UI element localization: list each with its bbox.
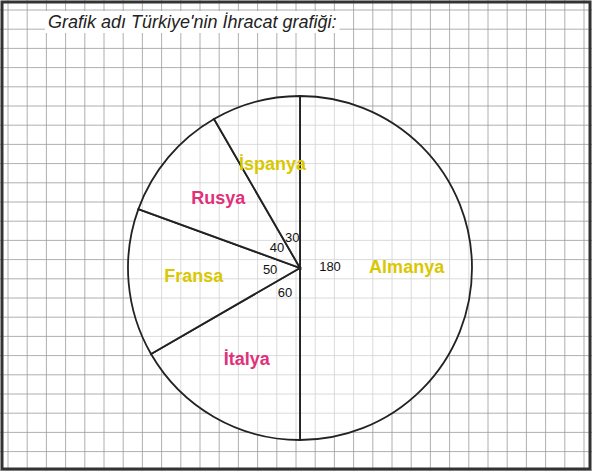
title-background [45, 11, 340, 33]
data-label: 40 [270, 240, 284, 255]
paper-line [104, 0, 105, 471]
paper-line [0, 67, 592, 68]
pie-slice [300, 96, 472, 440]
paper-line [123, 0, 124, 471]
slice-label: Almanya [369, 257, 445, 277]
data-label: 60 [278, 285, 292, 300]
slice-label: Fransa [164, 266, 224, 286]
pie-slice [214, 96, 300, 268]
title: Grafik adı Türkiye'nin İhracat grafiği: [48, 12, 337, 32]
slice-label: Rusya [191, 188, 246, 208]
data-label: 180 [319, 259, 341, 274]
background [0, 0, 592, 471]
paper-line [488, 0, 489, 471]
data-label: 50 [263, 262, 277, 277]
paper-line [65, 0, 66, 471]
paper-line [8, 0, 9, 471]
paper-line [84, 0, 85, 471]
pie: Almanya İtalya Fransa Rusya İspanya 180 6050 40… [128, 96, 472, 440]
paper-line [526, 0, 527, 471]
paper-line [27, 0, 28, 471]
grid-paper [0, 0, 592, 471]
paper-line [564, 0, 565, 471]
paper-line [0, 10, 592, 11]
paper-line [584, 0, 585, 471]
paper-line [0, 48, 592, 49]
paper-line [545, 0, 546, 471]
slice-label: İtalya [224, 349, 271, 369]
paper-line [507, 0, 508, 471]
frame [2, 2, 590, 469]
chart: Grafik adı Türkiye'nin İhracat grafiği: A… [0, 0, 592, 471]
paper-line [46, 0, 47, 471]
data-label: 30 [285, 230, 299, 245]
paper-line [0, 86, 592, 87]
paper-line [0, 451, 592, 452]
slice-label: İspanya [239, 154, 307, 174]
